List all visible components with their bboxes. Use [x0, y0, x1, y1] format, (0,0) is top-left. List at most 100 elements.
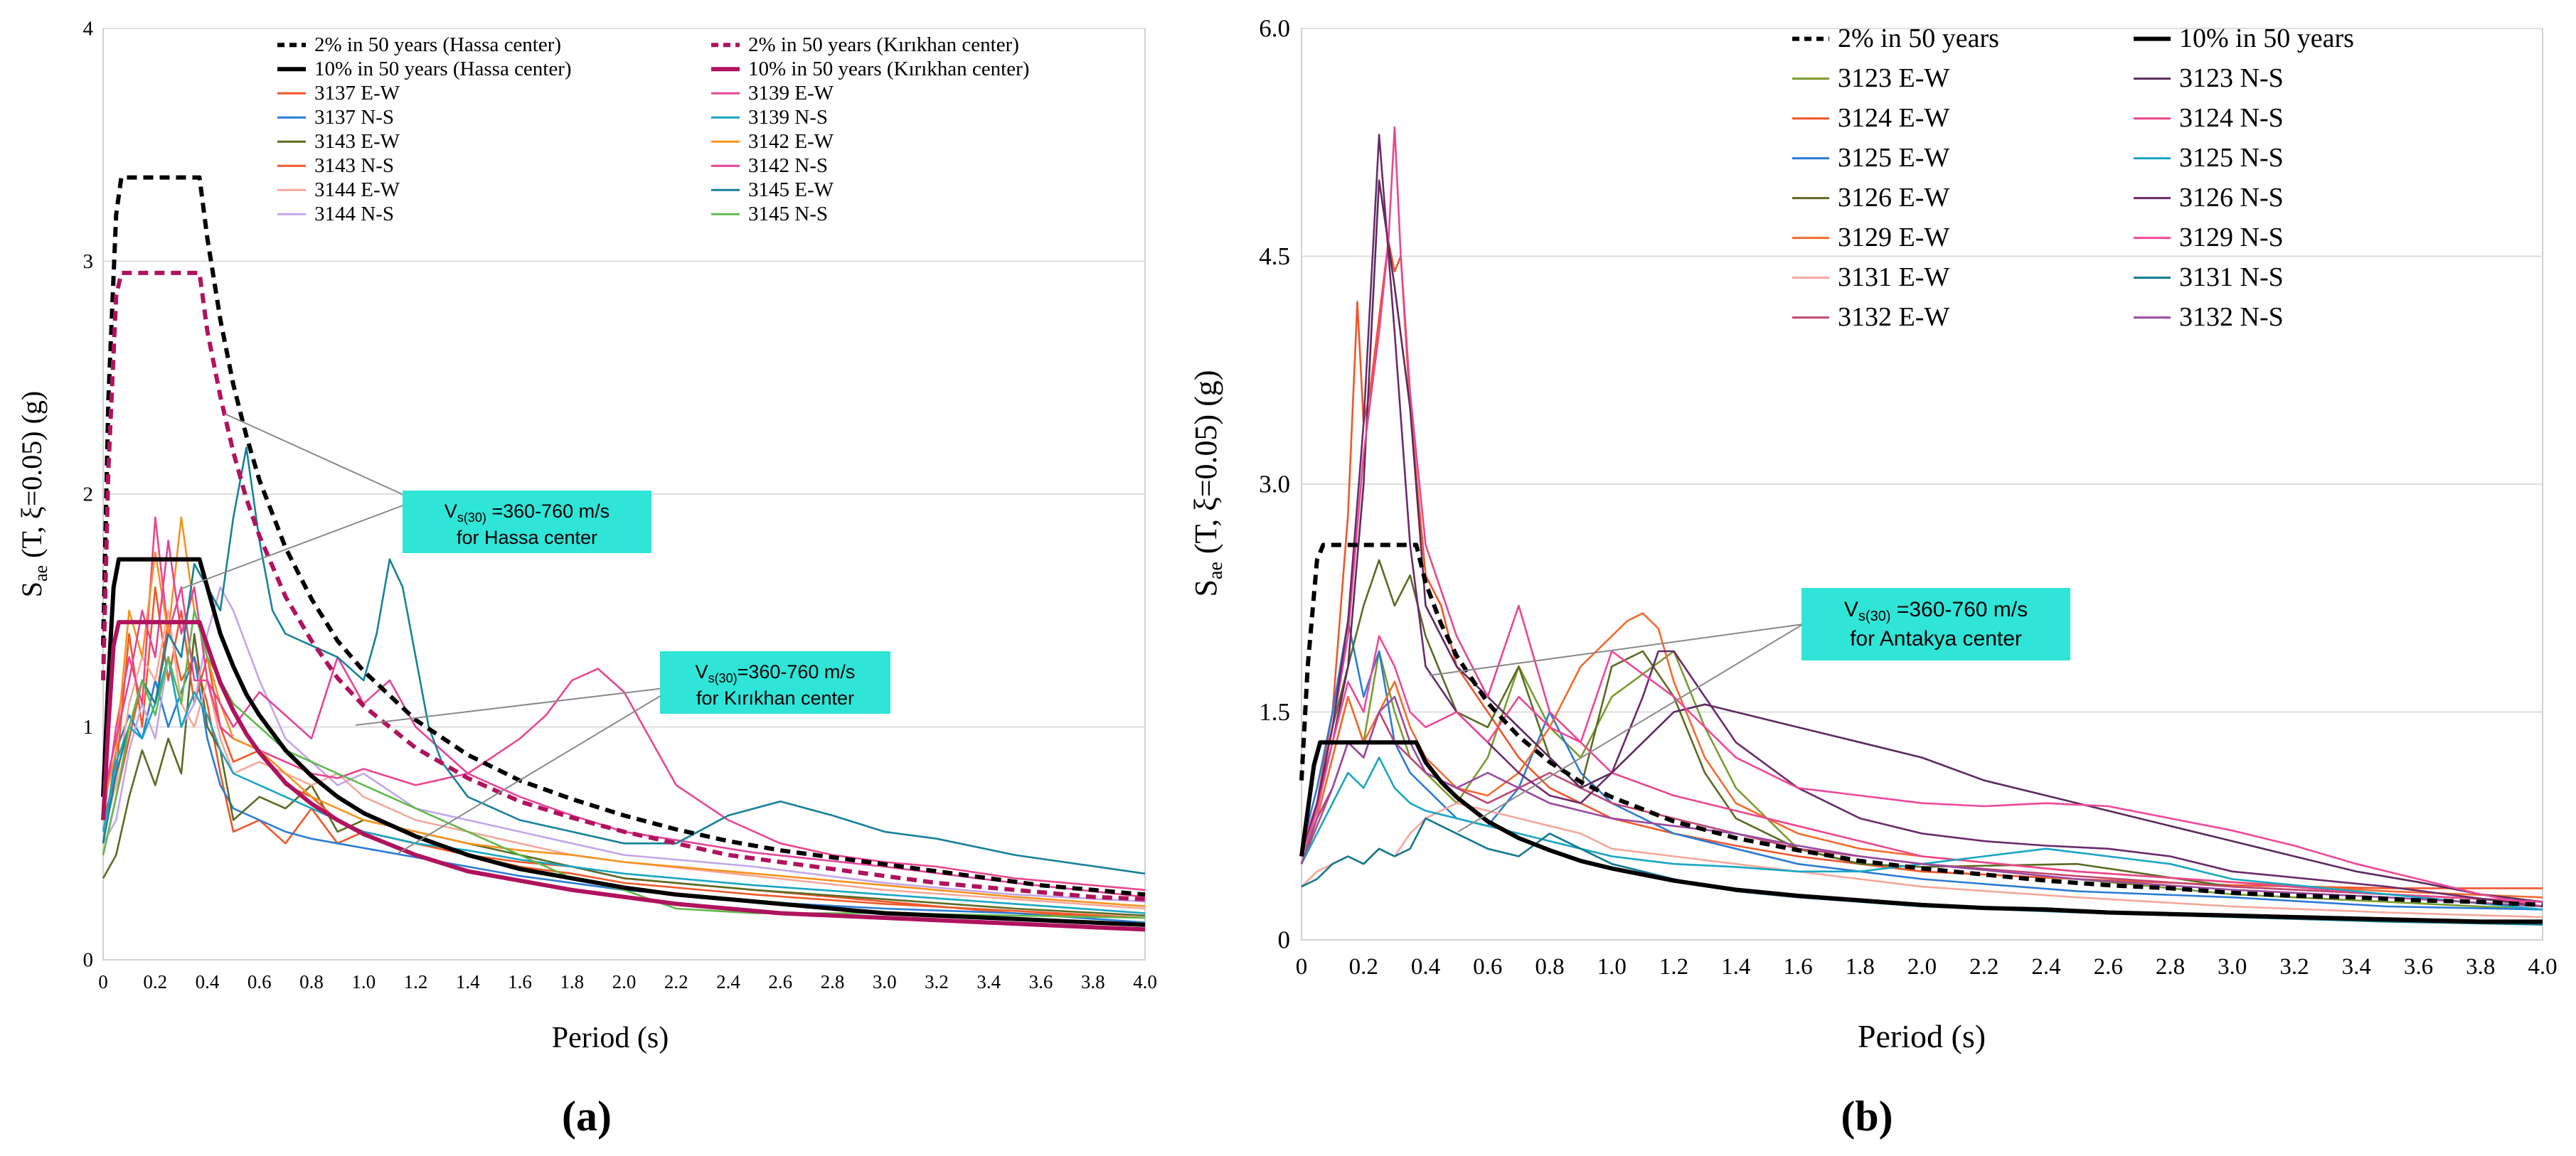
x-tick-label: 2.0 — [1907, 954, 1937, 980]
x-tick-label: 4.0 — [2528, 954, 2557, 980]
x-tick-label: 1.6 — [1783, 954, 1812, 980]
legend-label: 3123 N-S — [2179, 63, 2284, 93]
legend-label: 3126 E-W — [1838, 183, 1949, 213]
x-tick-label: 0.8 — [1535, 954, 1564, 980]
annotation-line1: Vs(30)=360-760 m/s — [696, 661, 856, 685]
x-tick-label: 2.6 — [2094, 954, 2123, 980]
leader-line — [355, 686, 676, 726]
legend-label: 3124 E-W — [1838, 103, 1949, 133]
x-tick-label: 3.4 — [2342, 954, 2371, 980]
legend-label: 3137 N-S — [314, 106, 394, 129]
panel-label-a: (a) — [562, 1093, 612, 1140]
y-tick-label: 4 — [83, 17, 94, 40]
legend-label: 3125 N-S — [2179, 143, 2284, 173]
x-tick-label: 0.6 — [1473, 954, 1502, 980]
legend-label: 2% in 50 years (Hassa center) — [314, 33, 561, 56]
series-line-3142-n-s — [102, 540, 1146, 898]
y-tick-label: 3.0 — [1259, 471, 1290, 498]
annotation-antakya: Vs(30) =360-760 m/s for Antakya center — [1801, 588, 2070, 660]
x-tick-label: 4.0 — [1133, 971, 1157, 992]
legend-label: 3144 N-S — [314, 203, 394, 225]
y-tick-label: 0 — [83, 948, 94, 971]
legend-label: 3139 N-S — [748, 106, 828, 129]
legend-label: 3124 N-S — [2179, 103, 2284, 133]
x-tick-label: 1.0 — [351, 971, 376, 992]
x-tick-label: 1.4 — [1721, 954, 1750, 980]
x-tick-label: 3.0 — [2218, 954, 2247, 980]
x-tick-label: 2.2 — [664, 971, 688, 992]
legend-label: 3123 E-W — [1838, 63, 1949, 93]
series-line-3126-n-s — [1300, 134, 2543, 908]
x-tick-label: 0.6 — [248, 971, 272, 992]
y-tick-label: 4.5 — [1259, 242, 1290, 270]
legend-label: 3131 N-S — [2179, 262, 2284, 292]
x-tick-label: 0.2 — [1349, 954, 1378, 980]
y-axis-title-rest: (T, ξ=0.05) (g) — [1188, 370, 1223, 562]
annotation-rest: =360-760 m/s — [738, 661, 856, 683]
annotation-line2: for Kırıkhan center — [696, 687, 854, 709]
y-axis-title-sub: ae — [31, 565, 51, 582]
y-axis-title-b: Sae (T, ξ=0.05) (g) — [1188, 370, 1227, 597]
annotation-sub: s(30) — [708, 671, 738, 685]
annotation-line1: Vs(30) =360-760 m/s — [1844, 598, 2028, 624]
annotation-rest: =360-760 m/s — [1890, 598, 2028, 621]
design-spectrum-line — [1299, 740, 2543, 924]
leader-line — [1457, 624, 1804, 833]
x-tick-label: 0.2 — [143, 971, 167, 992]
design-spectra-a — [101, 175, 1146, 932]
y-tick-label: 2 — [83, 483, 94, 505]
series-line-3129-n-s — [1300, 635, 2543, 908]
x-tick-label: 3.8 — [1081, 971, 1105, 992]
series-line-3132-n-s — [1300, 695, 2543, 908]
x-tick-label: 2.0 — [612, 971, 637, 992]
design-spectrum-line — [101, 620, 1146, 932]
legend-label: 3125 E-W — [1838, 143, 1949, 173]
x-tick-label: 2.6 — [768, 971, 792, 992]
annotation-sub: s(30) — [457, 510, 486, 525]
x-axis-title-b: Period (s) — [1858, 1018, 1986, 1054]
y-tick-label: 1 — [83, 716, 94, 739]
legend-label: 2% in 50 years — [1838, 23, 1999, 53]
legend-label: 3126 N-S — [2179, 183, 2284, 213]
x-tick-label: 1.2 — [404, 971, 428, 992]
x-axis-a: 0 0.2 0.4 0.6 0.8 1.0 1.2 1.4 1.6 1.8 2.0 2.2 2.4 2.6… — [98, 971, 1157, 992]
series-line-3145-e-w — [102, 446, 1146, 875]
x-tick-label: 0.4 — [196, 971, 220, 992]
annotation-line1: Vs(30) =360-760 m/s — [445, 501, 610, 525]
x-tick-label: 3.6 — [2404, 954, 2433, 980]
x-tick-label: 2.4 — [716, 971, 740, 992]
legend-label: 3129 E-W — [1838, 223, 1949, 252]
series-line-3143-e-w — [102, 633, 1146, 917]
y-tick-label: 6.0 — [1259, 15, 1290, 43]
y-axis-title-main: S — [1188, 579, 1223, 596]
annotation-line2: for Hassa center — [457, 527, 597, 548]
y-axis-title-sub: ae — [1205, 562, 1227, 579]
series-line-3129-e-w — [1300, 612, 2543, 899]
series-line-3124-n-s — [1300, 126, 2543, 903]
annotation-v: V — [1844, 598, 1858, 621]
x-tick-label: 2.2 — [1969, 954, 1998, 980]
y-tick-label: 1.5 — [1259, 698, 1290, 726]
legend-label: 3145 E-W — [748, 178, 834, 201]
x-tick-label: 3.0 — [873, 971, 897, 992]
legend-label: 3129 N-S — [2179, 223, 2284, 252]
x-tick-label: 1.8 — [560, 971, 584, 992]
annotation-box — [1801, 588, 2070, 660]
x-tick-label: 1.8 — [1846, 954, 1875, 980]
legend-a: 2% in 50 years (Hassa center)10% in 50 y… — [277, 33, 1029, 225]
panel-label-b: (b) — [1841, 1093, 1893, 1140]
annotation-hassa: Vs(30) =360-760 m/s for Hassa center — [403, 491, 651, 553]
leader-line — [181, 500, 417, 589]
x-tick-label: 2.8 — [821, 971, 845, 992]
y-axis-title-rest: (T, ξ=0.05) (g) — [16, 391, 48, 565]
x-tick-label: 1.0 — [1597, 954, 1627, 980]
y-axis-title-main: S — [16, 582, 48, 597]
x-tick-label: 0 — [1296, 954, 1308, 980]
annotation-rest: =360-760 m/s — [486, 501, 610, 522]
x-tick-label: 3.4 — [976, 971, 1001, 992]
x-tick-label: 3.6 — [1029, 971, 1053, 992]
x-tick-label: 1.4 — [456, 971, 480, 992]
design-spectra-b — [1299, 542, 2543, 924]
record-series-a — [102, 446, 1146, 924]
